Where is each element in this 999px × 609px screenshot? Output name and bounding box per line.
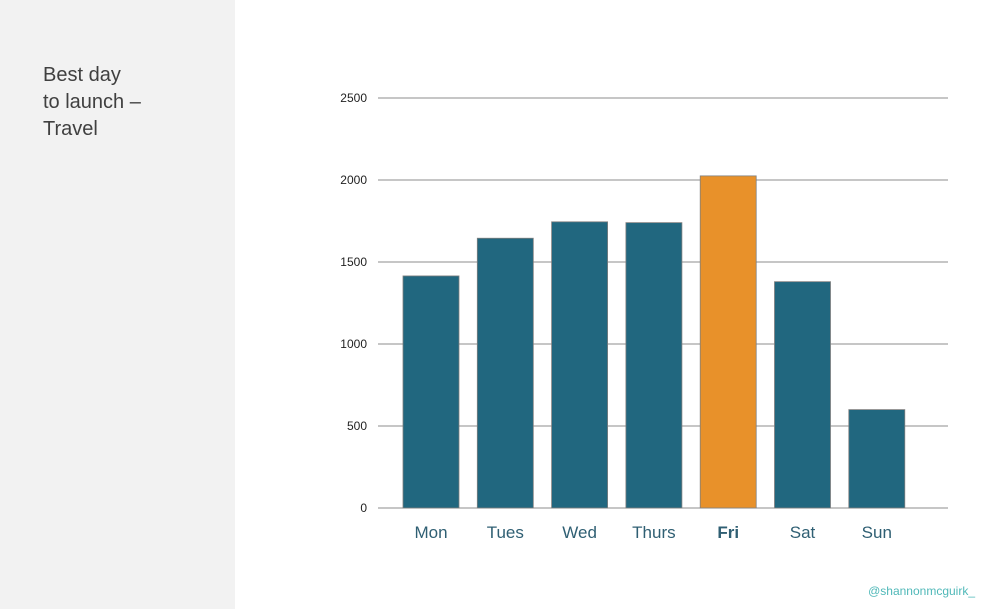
y-tick-label: 1500 [340,255,367,269]
author-credit: @shannonmcguirk_ [868,584,975,598]
x-tick-label: Thurs [632,523,675,542]
y-tick-label: 2000 [340,173,367,187]
bar-wed [551,221,608,509]
bar-sat [774,281,831,509]
y-tick-label: 1000 [340,337,367,351]
x-tick-label: Fri [717,523,739,542]
x-tick-label: Tues [487,523,524,542]
bar-sun [848,409,906,509]
slide-title: Best day to launch – Travel [43,64,141,140]
bar-tues [476,237,534,509]
x-tick-label: Wed [562,523,597,542]
x-tick-label: Sun [862,523,892,542]
y-tick-label: 2500 [340,91,367,105]
side-panel: Best day to launch – Travel [0,0,235,609]
bar-thurs [625,222,683,509]
x-tick-label: Sat [790,523,816,542]
bar-mon [402,275,460,509]
y-tick-label: 500 [347,419,367,433]
y-tick-label: 0 [360,501,367,515]
bar-fri [699,175,757,509]
x-tick-label: Mon [414,523,447,542]
